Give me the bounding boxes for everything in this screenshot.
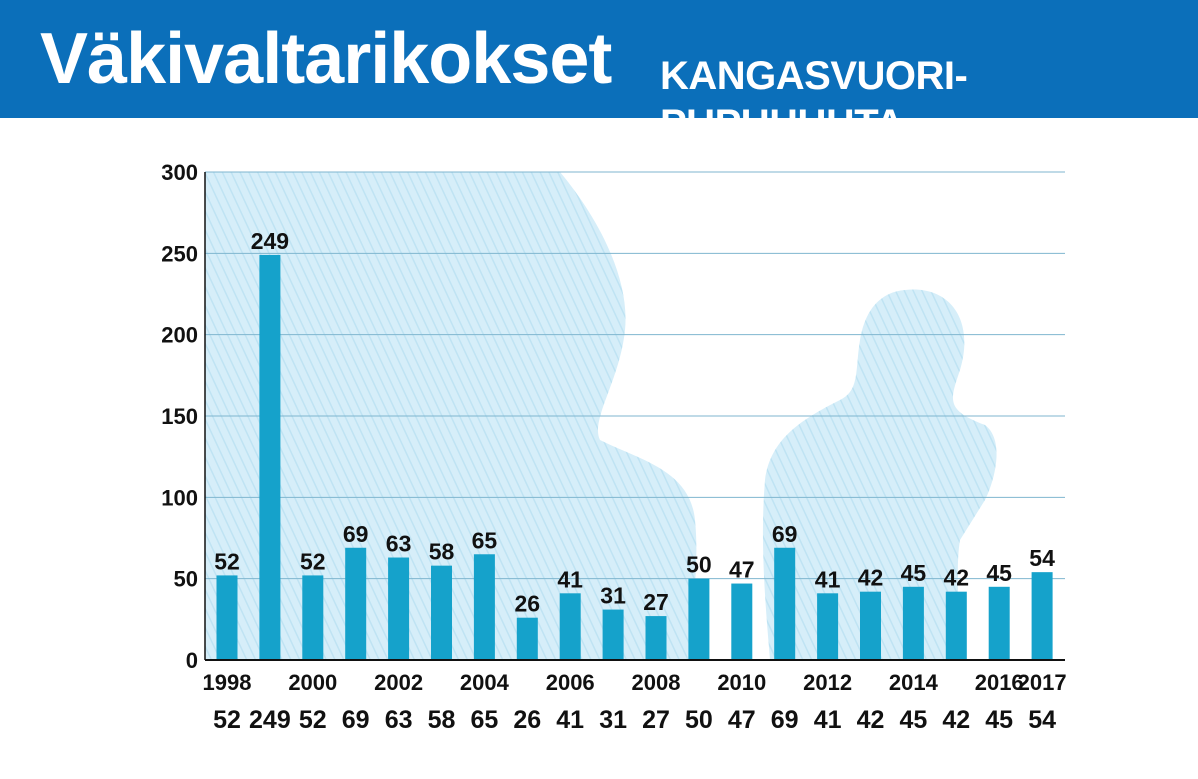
x-tick-label: 2002 <box>374 670 423 695</box>
bar-2011 <box>774 547 796 660</box>
bar-2004 <box>473 554 495 660</box>
bar-value-label: 52 <box>300 548 326 574</box>
bar-2012 <box>817 593 839 660</box>
x-tick-label: 2008 <box>632 670 681 695</box>
x-axis-tick-labels: 1998 2000 2002 2004 2006 2008 2010 2012 2014 2016… <box>203 670 1067 695</box>
bar-value-label: 65 <box>472 527 498 553</box>
bar-2015 <box>945 591 967 660</box>
bar-value-label: 26 <box>515 591 541 617</box>
chart-subtitle: KANGASVUORI-PUPUHUHTA <box>660 54 968 146</box>
y-tick-label: 0 <box>186 648 198 673</box>
bar-value-label: 45 <box>986 560 1012 586</box>
x-tick-label: 2016 <box>975 670 1024 695</box>
header-banner: Väkivaltarikokset KANGASVUORI-PUPUHUHTA <box>0 0 1198 146</box>
x-tick-label: 2012 <box>803 670 852 695</box>
bar-value-label: 52 <box>214 548 240 574</box>
bottom-row-value: 63 <box>385 706 413 734</box>
bar-2013 <box>860 591 881 660</box>
bottom-row-value: 249 <box>249 706 291 734</box>
chart-title: Väkivaltarikokset <box>40 19 612 99</box>
bar-2003 <box>431 565 452 660</box>
bottom-row-value: 45 <box>899 706 927 734</box>
bar-value-label: 69 <box>772 521 798 547</box>
bottom-row-value: 41 <box>814 706 842 734</box>
bottom-row-value: 69 <box>771 706 799 734</box>
x-tick-label: 2006 <box>546 670 595 695</box>
bar-value-label: 50 <box>686 552 712 578</box>
y-tick-label: 300 <box>161 160 198 185</box>
bottom-row-value: 50 <box>685 706 713 734</box>
bar-value-label: 69 <box>343 521 369 547</box>
x-tick-label: 2000 <box>288 670 337 695</box>
bar-2002 <box>388 557 410 660</box>
bar-value-label: 45 <box>901 560 927 586</box>
y-tick-label: 50 <box>174 567 198 592</box>
bar-2009 <box>688 578 710 660</box>
bottom-row-value: 45 <box>985 706 1013 734</box>
bar-2014 <box>902 586 924 660</box>
bar-value-label: 27 <box>643 589 669 615</box>
bar-2008 <box>645 616 667 660</box>
bottom-row-value: 65 <box>470 706 498 734</box>
y-tick-label: 200 <box>161 323 198 348</box>
bottom-value-row: 52 249 52 69 63 58 65 26 41 31 27 50 47 69 41 42 45 42 45 5… <box>213 706 1056 734</box>
bottom-row-value: 26 <box>513 706 541 734</box>
bar-value-label: 31 <box>600 583 626 609</box>
bar-2005 <box>516 617 538 660</box>
bottom-row-value: 42 <box>857 706 885 734</box>
bar-value-labels: 52 249 52 69 63 58 65 26 41 31 27 50 47 69 41 42 45 42 45 5… <box>214 228 1055 617</box>
bars <box>216 254 1053 660</box>
bottom-row-value: 69 <box>342 706 370 734</box>
y-tick-label: 100 <box>161 485 198 510</box>
bar-value-label: 249 <box>251 228 289 254</box>
x-tick-label: 1998 <box>203 670 252 695</box>
silhouette-right <box>762 289 997 660</box>
bar-value-label: 47 <box>729 557 755 583</box>
bar-value-label: 42 <box>858 565 884 591</box>
bottom-row-value: 31 <box>599 706 627 734</box>
y-tick-label: 250 <box>161 241 198 266</box>
bar-2007 <box>602 609 624 660</box>
bar-value-label: 63 <box>386 531 412 557</box>
bar-value-label: 41 <box>557 566 583 592</box>
x-tick-label: 2010 <box>717 670 766 695</box>
x-tick-label: 2004 <box>460 670 510 695</box>
bottom-row-value: 58 <box>428 706 456 734</box>
bar-1999 <box>259 254 281 660</box>
bar-2017 <box>1031 572 1053 660</box>
bar-2001 <box>345 547 367 660</box>
bar-value-label: 58 <box>429 539 455 565</box>
x-tick-label: 2017 <box>1018 670 1067 695</box>
bottom-row-value: 41 <box>556 706 584 734</box>
bar-1998 <box>216 575 238 660</box>
bottom-row-value: 27 <box>642 706 670 734</box>
y-tick-label: 150 <box>161 404 198 429</box>
bottom-row-value: 52 <box>299 706 327 734</box>
bottom-row-value: 54 <box>1028 706 1056 734</box>
bar-2000 <box>302 575 324 660</box>
bar-value-label: 54 <box>1029 545 1055 571</box>
bottom-row-value: 52 <box>213 706 241 734</box>
y-axis-tick-labels: 300 250 200 150 100 50 0 <box>161 160 198 673</box>
bar-value-label: 42 <box>944 565 970 591</box>
x-tick-label: 2014 <box>889 670 939 695</box>
bar-2016 <box>988 586 1010 660</box>
bar-2010 <box>731 583 753 660</box>
bar-2006 <box>559 593 581 660</box>
bar-value-label: 41 <box>815 566 841 592</box>
bottom-row-value: 47 <box>728 706 756 734</box>
bottom-row-value: 42 <box>942 706 970 734</box>
